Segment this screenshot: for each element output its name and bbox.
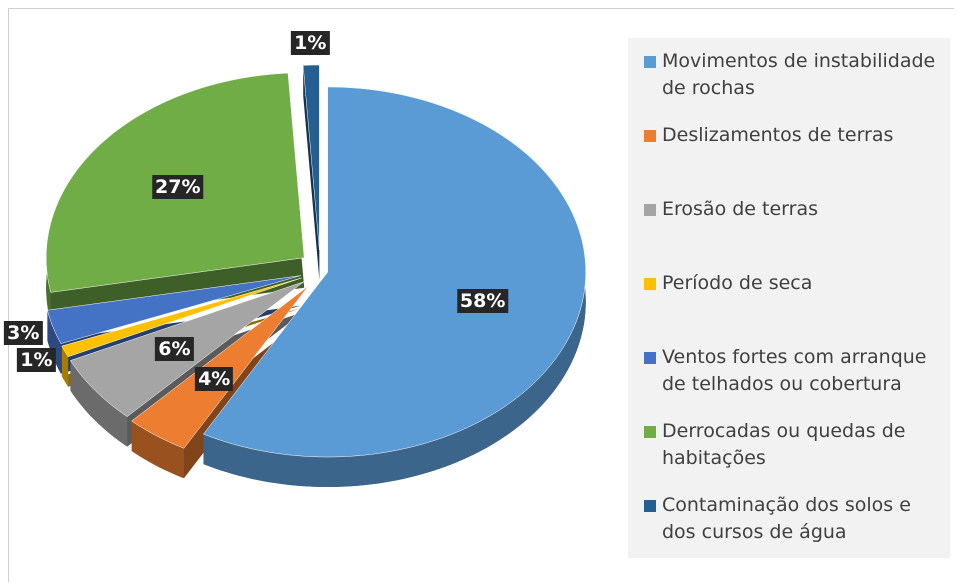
legend-swatch <box>644 204 656 216</box>
legend-item: Período de seca <box>636 270 942 344</box>
legend-swatch <box>644 500 656 512</box>
legend-label: Derrocadas ou quedas de habitações <box>662 420 906 469</box>
slice-side <box>203 86 586 487</box>
data-label: 3% <box>4 321 43 346</box>
legend-label: Deslizamentos de terras <box>662 124 894 146</box>
legend-item: Deslizamentos de terras <box>636 122 942 196</box>
slice <box>47 275 301 344</box>
legend-item: Derrocadas ou quedas de habitações <box>636 418 942 492</box>
legend-item: Contaminação dos solos e dos cursos de á… <box>636 492 942 566</box>
slice-side <box>131 421 184 479</box>
legend-item: Movimentos de instabilidade de rochas <box>636 48 942 122</box>
data-label: 6% <box>155 337 194 362</box>
legend-label: Contaminação dos solos e dos cursos de á… <box>662 494 911 543</box>
legend: Movimentos de instabilidade de rochas Des… <box>628 38 950 558</box>
legend-label: Movimentos de instabilidade de rochas <box>662 50 936 99</box>
slice-side <box>61 346 69 387</box>
slice <box>302 64 320 251</box>
data-label: 4% <box>195 366 234 391</box>
legend-swatch <box>644 278 656 290</box>
slice-side <box>47 310 61 374</box>
legend-label: Ventos fortes com arranque de telhados o… <box>662 346 927 395</box>
legend-swatch <box>644 56 656 68</box>
data-label: 58% <box>456 288 509 313</box>
data-label: 1% <box>17 348 56 373</box>
legend-swatch <box>644 130 656 142</box>
legend-item: Erosão de terras <box>636 196 942 270</box>
data-label: 1% <box>291 30 330 55</box>
slice <box>203 86 586 458</box>
slice-side <box>70 360 128 447</box>
legend-label: Erosão de terras <box>662 198 818 220</box>
slice <box>61 277 302 358</box>
chart-frame <box>8 8 954 582</box>
legend-item: Ventos fortes com arranque de telhados o… <box>636 344 942 418</box>
legend-swatch <box>644 352 656 364</box>
legend-swatch <box>644 426 656 438</box>
data-label: 27% <box>152 175 204 200</box>
legend-label: Período de seca <box>662 272 813 294</box>
